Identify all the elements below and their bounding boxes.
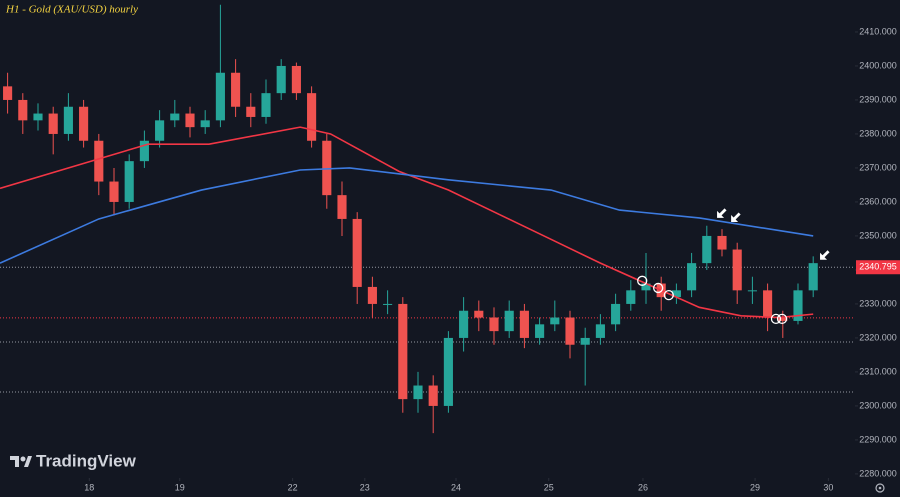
candle-body <box>580 337 590 345</box>
candle-body <box>459 310 469 338</box>
x-tick-label: 23 <box>360 482 370 492</box>
candle-body <box>519 310 529 338</box>
candle-body <box>322 140 332 196</box>
candle-body <box>702 235 712 264</box>
candle-body <box>215 72 225 121</box>
brand-name: TradingView <box>36 451 137 470</box>
y-tick-label: 2390.000 <box>859 94 897 104</box>
y-tick-label: 2350.000 <box>859 230 897 240</box>
candle-body <box>641 283 651 291</box>
arrow-marker <box>820 250 830 260</box>
circle-marker <box>663 289 674 301</box>
candle-body <box>763 290 773 318</box>
y-tick-label: 2280.000 <box>859 468 897 478</box>
y-tick-label: 2300.000 <box>859 400 897 410</box>
candle-body <box>33 113 43 121</box>
candle-body <box>139 140 149 162</box>
candle-body <box>808 263 818 291</box>
candle-body <box>79 106 89 141</box>
y-tick-label: 2370.000 <box>859 162 897 172</box>
x-tick-label: 30 <box>823 482 833 492</box>
arrow-marker <box>717 208 727 218</box>
candle-body <box>504 310 514 332</box>
y-tick-label: 2360.000 <box>859 196 897 206</box>
candle-body <box>474 310 484 318</box>
last-price-box <box>856 260 900 275</box>
candle-body <box>200 120 210 128</box>
x-tick-label: 24 <box>451 482 461 492</box>
candle-body <box>550 317 560 325</box>
moving-average <box>0 167 814 264</box>
candle-body <box>261 93 271 117</box>
candle-body <box>687 263 697 291</box>
candle-body <box>337 195 347 219</box>
candle-body <box>155 120 165 141</box>
x-tick-label: 29 <box>750 482 760 492</box>
y-tick-label: 2410.000 <box>859 26 897 36</box>
y-tick-label: 2320.000 <box>859 332 897 342</box>
candle-body <box>611 303 621 325</box>
x-tick-label: 19 <box>175 482 185 492</box>
circle-marker <box>653 282 664 294</box>
candle-body <box>367 286 377 304</box>
arrow-marker <box>731 212 741 223</box>
candle-body <box>383 303 393 305</box>
circle-marker <box>776 313 788 325</box>
candle-body <box>413 385 423 400</box>
candle-body <box>428 385 438 406</box>
candle-body <box>747 290 757 292</box>
candle-body <box>535 324 545 338</box>
x-tick-label: 26 <box>638 482 648 492</box>
candle-body <box>489 317 499 332</box>
candle-body <box>94 140 104 182</box>
candle-body <box>276 65 286 94</box>
brand-logo <box>10 456 32 467</box>
circle-marker <box>637 275 648 286</box>
candle-body <box>291 65 301 94</box>
chart-title: H1 - Gold (XAU/USD) hourly <box>5 4 138 16</box>
settings-icon[interactable] <box>875 483 885 493</box>
candle-body <box>778 317 788 321</box>
candle-body <box>246 106 256 117</box>
x-tick-label: 18 <box>84 482 94 492</box>
candle-body <box>398 303 408 400</box>
circle-marker <box>770 313 782 325</box>
candle-body <box>185 113 195 128</box>
candle-body <box>18 99 28 121</box>
moving-average <box>0 126 814 319</box>
candle-body <box>231 72 241 107</box>
candle-body <box>307 93 317 141</box>
candle-body <box>48 113 58 134</box>
candle-body <box>626 290 636 304</box>
y-tick-label: 2330.000 <box>859 298 897 308</box>
x-tick-label: 22 <box>288 482 298 492</box>
y-tick-label: 2400.000 <box>859 60 897 70</box>
candle-body <box>732 249 742 291</box>
candle-body <box>352 218 362 287</box>
candle-body <box>717 235 727 250</box>
candle-body <box>793 290 803 321</box>
y-tick-label: 2380.000 <box>859 128 897 138</box>
candle-body <box>565 317 575 345</box>
candle-body <box>671 290 681 298</box>
candle-body <box>109 181 119 202</box>
candle-body <box>170 113 180 121</box>
y-tick-label: 2310.000 <box>859 366 897 376</box>
candle-body <box>124 161 134 202</box>
candle-body <box>443 337 453 406</box>
candle-body <box>595 324 605 338</box>
last-price-label: 2340.795 <box>859 262 897 272</box>
y-tick-label: 2290.000 <box>859 434 897 444</box>
candle-body <box>63 106 73 134</box>
x-tick-label: 25 <box>544 482 554 492</box>
candle-body <box>3 86 13 100</box>
